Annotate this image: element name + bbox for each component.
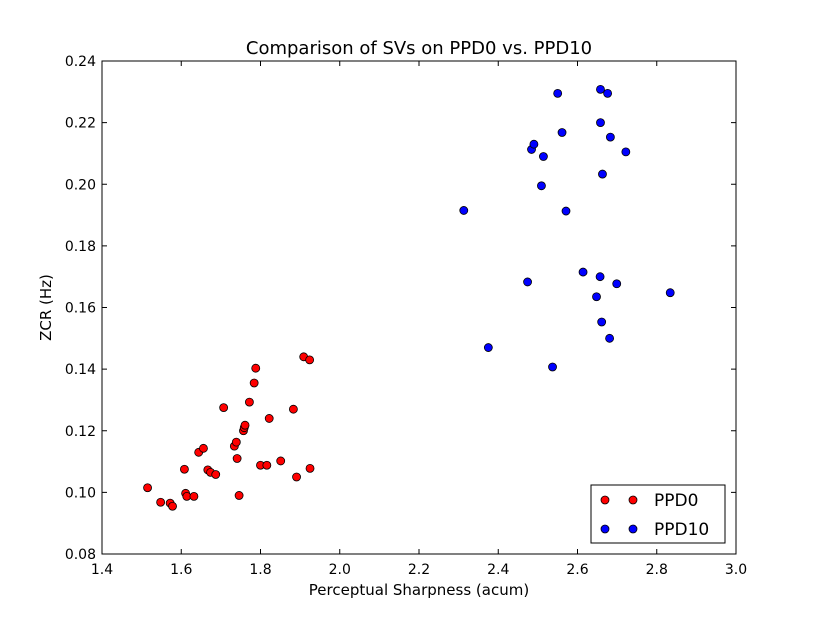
data-point-ppd10 [578, 267, 588, 277]
data-point-ppd10 [612, 279, 622, 289]
x-tick-label: 1.8 [249, 562, 271, 578]
data-point-ppd10 [621, 147, 631, 157]
x-tick-label: 2.6 [566, 562, 588, 578]
legend-marker [628, 524, 638, 534]
data-point-ppd10 [548, 362, 557, 372]
legend: PPD0 PPD10 [590, 484, 726, 544]
data-point-ppd10 [523, 277, 532, 287]
data-point-ppd0 [276, 456, 286, 466]
data-point-ppd10 [595, 272, 605, 282]
data-point-ppd10 [603, 88, 613, 98]
data-point-ppd10 [605, 333, 614, 343]
data-point-ppd0 [305, 463, 315, 473]
chart-title: Comparison of SVs on PPD0 vs. PPD10 [246, 38, 592, 59]
data-point-ppd10 [483, 343, 493, 352]
legend-label: PPD10 [654, 520, 709, 540]
y-tick-label: 0.18 [65, 239, 96, 255]
y-axis-label: ZCR (Hz) [37, 274, 55, 341]
data-point-ppd10 [557, 128, 567, 137]
legend-marker [600, 524, 610, 534]
data-point-ppd10 [529, 139, 539, 149]
x-tick-label: 3.0 [725, 562, 747, 578]
data-point-ppd0 [305, 355, 315, 365]
legend-entry-ppd10: PPD10 [600, 520, 709, 540]
legend-marker [600, 495, 610, 505]
y-tick-label: 0.12 [65, 424, 96, 440]
data-point-ppd0 [180, 464, 189, 474]
data-point-ppd10 [537, 181, 546, 191]
data-point-ppd0 [251, 363, 261, 373]
x-tick-label: 2.8 [646, 562, 668, 578]
y-tick-label: 0.10 [65, 485, 96, 501]
data-point-ppd10 [596, 84, 605, 94]
data-point-ppd0 [231, 437, 241, 447]
data-points [143, 84, 675, 511]
plot-area-frame [101, 60, 737, 555]
legend-box [590, 484, 726, 544]
data-point-ppd0 [262, 460, 272, 470]
legend-entry-ppd0: PPD0 [600, 491, 698, 511]
data-point-ppd0 [249, 378, 259, 388]
y-tick-label: 0.22 [65, 116, 96, 132]
x-tick-label: 2.4 [487, 562, 509, 578]
x-axis-label: Perceptual Sharpness (acum) [309, 581, 529, 599]
series-ppd10 [459, 84, 675, 372]
data-point-ppd10 [596, 118, 605, 128]
y-tick-label: 0.20 [65, 177, 96, 193]
data-point-ppd0 [219, 403, 229, 413]
data-point-ppd10 [592, 292, 601, 302]
data-point-ppd0 [156, 497, 166, 507]
data-point-ppd10 [605, 132, 615, 142]
data-point-ppd0 [240, 420, 250, 430]
series-ppd0 [143, 352, 315, 511]
data-point-ppd10 [553, 88, 563, 98]
data-point-ppd10 [665, 288, 675, 298]
axis-ticks: 1.4 1.6 1.8 2.0 2.2 2.4 2.6 2.8 3.0 0.08 0.10 0.12 0… [65, 54, 747, 578]
x-tick-label: 2.0 [329, 562, 351, 578]
data-point-ppd10 [598, 169, 607, 179]
data-point-ppd10 [597, 317, 607, 327]
data-point-ppd0 [245, 397, 254, 407]
y-tick-label: 0.14 [65, 362, 96, 378]
legend-label: PPD0 [654, 491, 698, 511]
data-point-ppd10 [459, 206, 469, 215]
data-point-ppd0 [168, 501, 177, 511]
data-point-ppd0 [199, 443, 208, 453]
data-point-ppd10 [561, 206, 571, 216]
data-point-ppd0 [292, 472, 301, 482]
data-point-ppd0 [189, 491, 199, 501]
data-point-ppd0 [232, 454, 242, 463]
x-tick-label: 2.2 [408, 562, 430, 578]
y-tick-label: 0.16 [65, 301, 96, 317]
data-point-ppd0 [288, 404, 298, 414]
y-tick-label: 0.08 [65, 547, 96, 563]
x-tick-label: 1.6 [170, 562, 192, 578]
x-tick-label: 1.4 [91, 562, 113, 578]
data-point-ppd0 [264, 414, 274, 423]
data-point-ppd0 [234, 491, 244, 500]
data-point-ppd10 [539, 152, 548, 161]
data-point-ppd0 [143, 483, 152, 493]
legend-marker [628, 495, 638, 505]
y-tick-label: 0.24 [65, 54, 96, 70]
data-point-ppd0 [211, 470, 221, 479]
